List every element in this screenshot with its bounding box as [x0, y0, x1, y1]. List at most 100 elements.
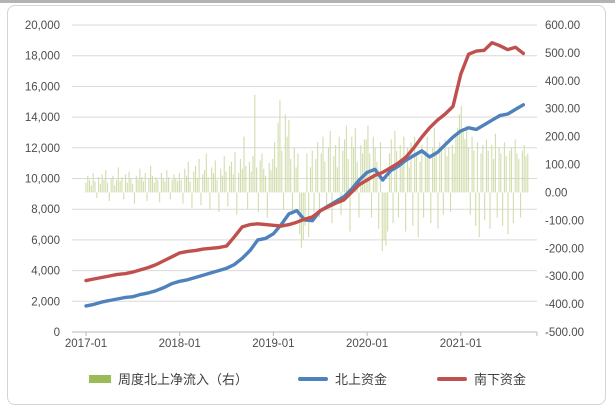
weekly-net-inflow-bar: [98, 177, 100, 193]
weekly-net-inflow-bar: [327, 147, 329, 193]
right-axis-tick-label: -100.00: [545, 215, 584, 227]
chart-legend: 周度北上净流入（右） 北上资金 南下资金: [0, 369, 615, 388]
left-axis-tick-label: 0: [54, 327, 60, 339]
weekly-net-inflow-bar: [133, 192, 136, 204]
weekly-net-inflow-bar: [216, 179, 218, 193]
weekly-net-inflow-bar: [383, 192, 385, 240]
weekly-net-inflow-bar: [177, 181, 179, 193]
weekly-net-inflow-bar: [414, 136, 416, 193]
weekly-net-inflow-bar: [378, 192, 380, 229]
weekly-net-inflow-bar: [211, 167, 213, 193]
weekly-net-inflow-bar: [491, 145, 493, 193]
weekly-net-inflow-bar: [202, 174, 204, 193]
weekly-net-inflow-bar: [484, 192, 486, 221]
weekly-net-inflow-bar: [403, 136, 405, 193]
weekly-net-inflow-bar: [284, 114, 286, 193]
weekly-net-inflow-bar: [293, 147, 295, 193]
weekly-net-inflow-bar: [367, 125, 369, 193]
legend-item-weekly-net-inflow: 周度北上净流入（右）: [88, 369, 248, 388]
weekly-net-inflow-bar: [169, 192, 171, 200]
weekly-net-inflow-bar: [365, 139, 367, 193]
weekly-net-inflow-bar: [245, 165, 247, 193]
weekly-net-inflow-bar: [239, 158, 241, 193]
weekly-net-inflow-bar: [130, 178, 132, 193]
weekly-net-inflow-bar: [480, 153, 482, 193]
weekly-net-inflow-bar: [279, 100, 281, 193]
weekly-net-inflow-bar: [392, 192, 394, 224]
weekly-net-inflow-bar: [248, 161, 250, 193]
weekly-net-inflow-bar: [115, 179, 118, 193]
weekly-net-inflow-bar: [106, 182, 109, 193]
weekly-net-inflow-bar: [521, 150, 523, 193]
weekly-net-inflow-bar: [453, 153, 455, 193]
weekly-net-inflow-bar: [360, 145, 362, 193]
weekly-net-inflow-bar: [241, 168, 243, 193]
weekly-net-inflow-bar: [261, 153, 263, 193]
weekly-net-inflow-bar: [297, 153, 299, 193]
weekly-net-inflow-bar: [87, 175, 89, 193]
weekly-net-inflow-bar: [225, 171, 227, 193]
weekly-net-inflow-bar: [200, 192, 202, 206]
right-axis-tick-label: -300.00: [545, 271, 584, 283]
weekly-net-inflow-bar: [498, 147, 500, 193]
weekly-net-inflow-bar: [358, 192, 360, 218]
weekly-net-inflow-bar: [227, 192, 229, 207]
weekly-net-inflow-bar: [186, 175, 188, 193]
weekly-net-inflow-bar: [263, 168, 265, 193]
right-axis-tick-label: -400.00: [545, 299, 584, 311]
weekly-net-inflow-bar: [500, 153, 502, 193]
x-axis-tick-label: 2017-01: [65, 338, 107, 350]
weekly-net-inflow-bar: [466, 125, 468, 193]
weekly-net-inflow-bar: [363, 139, 365, 193]
weekly-net-inflow-bar: [349, 192, 351, 232]
bar-series-swatch: [88, 374, 111, 383]
weekly-net-inflow-bar: [252, 156, 254, 193]
weekly-net-inflow-bar: [514, 139, 516, 193]
right-axis-tick-label: 0.00: [545, 187, 567, 199]
weekly-net-inflow-bar: [250, 171, 252, 193]
weekly-net-inflow-bar: [387, 192, 389, 232]
weekly-net-inflow-bar: [209, 192, 211, 210]
left-axis-tick-label: 4,000: [31, 266, 60, 278]
right-axis-tick-label: 600.00: [545, 20, 580, 32]
weekly-net-inflow-bar: [311, 150, 313, 193]
weekly-net-inflow-bar: [121, 177, 123, 193]
weekly-net-inflow-bar: [329, 131, 331, 193]
weekly-net-inflow-bar: [304, 192, 306, 226]
weekly-net-inflow-bar: [254, 94, 256, 193]
weekly-net-inflow-bar: [326, 192, 328, 210]
weekly-net-inflow-bar: [184, 168, 186, 193]
weekly-net-inflow-bar: [309, 167, 312, 193]
right-axis-tick-label: 300.00: [545, 104, 580, 116]
weekly-net-inflow-bar: [193, 171, 195, 193]
weekly-net-inflow-bar: [406, 147, 408, 193]
weekly-net-inflow-bar: [487, 150, 489, 193]
weekly-net-inflow-bar: [194, 165, 197, 193]
weekly-net-inflow-bar: [108, 192, 110, 201]
left-axis-tick-label: 18,000: [25, 51, 60, 63]
weekly-net-inflow-bar: [203, 170, 206, 193]
weekly-net-inflow-bar: [223, 156, 225, 193]
weekly-net-inflow-bar: [150, 165, 152, 193]
weekly-net-inflow-bar: [372, 136, 374, 193]
weekly-net-inflow-bar: [376, 161, 378, 193]
left-axis-tick-label: 2,000: [31, 296, 60, 308]
weekly-net-inflow-bar: [405, 192, 407, 232]
weekly-net-inflow-bar: [114, 185, 116, 193]
weekly-net-inflow-bar: [394, 131, 396, 193]
weekly-net-inflow-bar: [356, 161, 358, 193]
weekly-net-inflow-bar: [171, 179, 173, 193]
weekly-net-inflow-bar: [448, 147, 450, 193]
weekly-net-inflow-bar: [525, 156, 527, 193]
left-axis-tick-label: 8,000: [31, 204, 60, 216]
weekly-net-inflow-bar: [270, 170, 272, 193]
weekly-net-inflow-bar: [160, 172, 162, 193]
weekly-net-inflow-bar: [494, 133, 496, 193]
weekly-net-inflow-bar: [518, 158, 520, 193]
right-axis-tick-label: 200.00: [545, 132, 580, 144]
weekly-net-inflow-bar: [313, 192, 315, 212]
left-axis-tick-label: 6,000: [31, 235, 60, 247]
weekly-net-inflow-bar: [509, 150, 511, 193]
weekly-net-inflow-bar: [123, 192, 125, 200]
weekly-net-inflow-bar: [99, 184, 101, 193]
